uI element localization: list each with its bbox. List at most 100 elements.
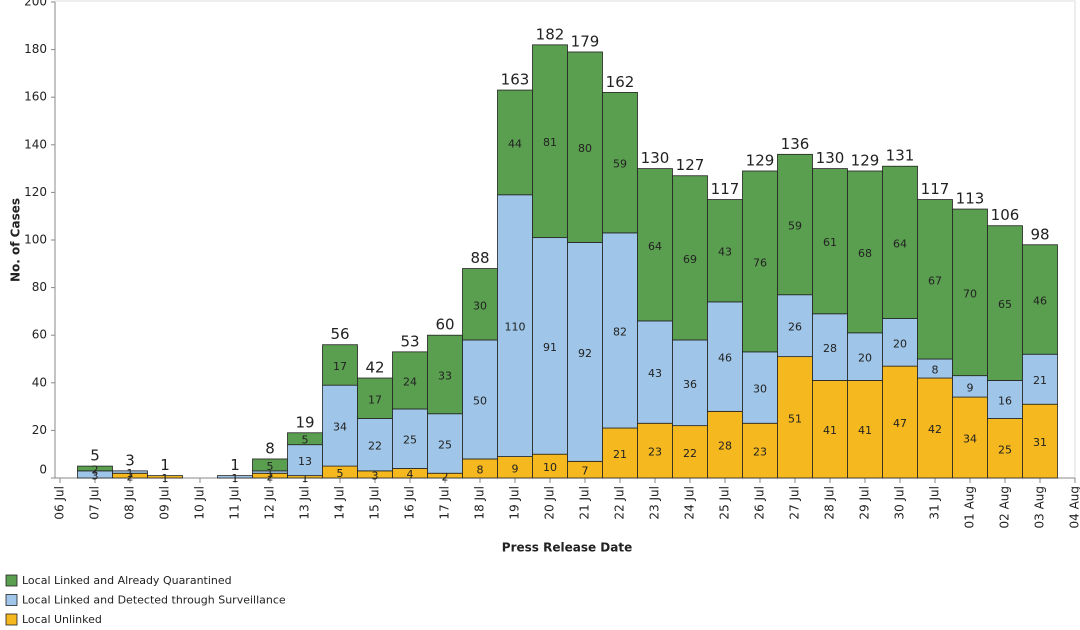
total-label: 42 [365, 359, 384, 377]
segment-label: 69 [683, 253, 697, 266]
segment-label: 22 [368, 440, 382, 453]
segment-label: 65 [998, 298, 1012, 311]
bar-segment [322, 344, 358, 386]
bar-segment [567, 241, 603, 462]
segment-label: 43 [648, 367, 662, 380]
segment-label: 67 [928, 274, 942, 287]
bar-segment [882, 165, 918, 319]
segment-label: 80 [578, 142, 592, 155]
segment-label: 34 [963, 433, 977, 446]
x-tick-label: 07 Jul [88, 486, 102, 520]
segment-label: 2 [267, 471, 274, 484]
total-label: 60 [435, 316, 454, 334]
total-label: 106 [991, 206, 1020, 224]
total-label: 162 [606, 73, 635, 91]
segment-label: 34 [333, 421, 347, 434]
segment-label: 17 [333, 360, 347, 373]
bar-segment [602, 232, 638, 429]
x-tick-label: 20 Jul [543, 486, 557, 520]
segment-label: 8 [477, 463, 484, 476]
total-label: 130 [816, 149, 845, 167]
total-label: 113 [956, 190, 985, 208]
y-tick-label: 80 [32, 280, 47, 294]
bar-segment [1022, 353, 1058, 405]
legend-label: Local Linked and Already Quarantined [22, 574, 232, 587]
segment-label: 82 [613, 325, 627, 338]
total-label: 1 [230, 456, 240, 474]
bar-segment [917, 377, 953, 479]
total-label: 127 [676, 156, 705, 174]
segment-label: 5 [337, 467, 344, 480]
segment-label: 68 [858, 247, 872, 260]
segment-label: 47 [893, 417, 907, 430]
segment-label: 41 [858, 424, 872, 437]
x-tick-label: 17 Jul [438, 486, 452, 520]
segment-label: 28 [823, 342, 837, 355]
segment-label: 33 [438, 369, 452, 382]
bar-segment [357, 377, 393, 419]
segment-label: 50 [473, 394, 487, 407]
segment-label: 91 [543, 341, 557, 354]
total-label: 129 [746, 151, 775, 169]
y-tick-label: 60 [32, 328, 47, 342]
total-label: 136 [781, 135, 810, 153]
total-label: 129 [851, 151, 880, 169]
segment-label: 10 [543, 461, 557, 474]
bar-segment [637, 320, 673, 424]
segment-label: 76 [753, 256, 767, 269]
x-tick-label: 11 Jul [228, 486, 242, 520]
bar-segment [812, 313, 848, 381]
bar-segment [322, 384, 358, 467]
x-tick-label: 30 Jul [893, 486, 907, 520]
segment-label: 59 [788, 220, 802, 233]
total-label: 130 [641, 149, 670, 167]
x-tick-label: 14 Jul [333, 486, 347, 520]
bar-segment [672, 175, 708, 341]
legend-label: Local Linked and Detected through Survei… [22, 594, 286, 607]
bar-segment [1022, 244, 1058, 355]
segment-label: 8 [932, 364, 939, 377]
x-tick-label: 02 Aug [998, 486, 1012, 529]
x-tick-label: 01 Aug [963, 486, 977, 529]
x-tick-label: 27 Jul [788, 486, 802, 520]
bar-segment [287, 444, 323, 477]
bar-segment [602, 92, 638, 234]
x-tick-label: 22 Jul [613, 486, 627, 520]
x-tick-label: 04 Aug [1068, 486, 1080, 529]
bar-segment [567, 51, 603, 243]
legend-swatch [5, 574, 18, 587]
segment-label: 21 [1033, 374, 1047, 387]
segment-label: 70 [963, 287, 977, 300]
total-label: 19 [295, 413, 314, 431]
y-tick-label: 200 [24, 0, 47, 9]
segment-label: 21 [613, 448, 627, 461]
segment-label: 5 [267, 460, 274, 473]
segment-label: 31 [1033, 436, 1047, 449]
segment-label: 25 [438, 438, 452, 451]
segment-label: 1 [127, 467, 134, 480]
x-tick-label: 10 Jul [193, 486, 207, 520]
segment-label: 64 [648, 240, 662, 253]
bar-segment [777, 294, 813, 358]
y-tick-label: 20 [32, 423, 47, 437]
y-tick-label: 120 [24, 185, 47, 199]
x-axis-title: Press Release Date [502, 541, 632, 555]
segment-label: 43 [718, 246, 732, 259]
segment-label: 4 [407, 468, 414, 481]
x-tick-label: 13 Jul [298, 486, 312, 520]
segment-label: 30 [473, 299, 487, 312]
segment-label: 25 [998, 443, 1012, 456]
segment-label: 61 [823, 236, 837, 249]
y-tick-label: 140 [24, 137, 47, 151]
x-tick-label: 23 Jul [648, 486, 662, 520]
total-label: 53 [400, 332, 419, 350]
segment-label: 3 [372, 469, 379, 482]
total-label: 98 [1030, 225, 1049, 243]
x-tick-label: 08 Jul [123, 486, 137, 520]
segment-label: 110 [505, 321, 526, 334]
segment-label: 42 [928, 423, 942, 436]
segment-label: 30 [753, 383, 767, 396]
x-tick-label: 03 Aug [1033, 486, 1047, 529]
segment-label: 24 [403, 375, 417, 388]
x-tick-label: 28 Jul [823, 486, 837, 520]
